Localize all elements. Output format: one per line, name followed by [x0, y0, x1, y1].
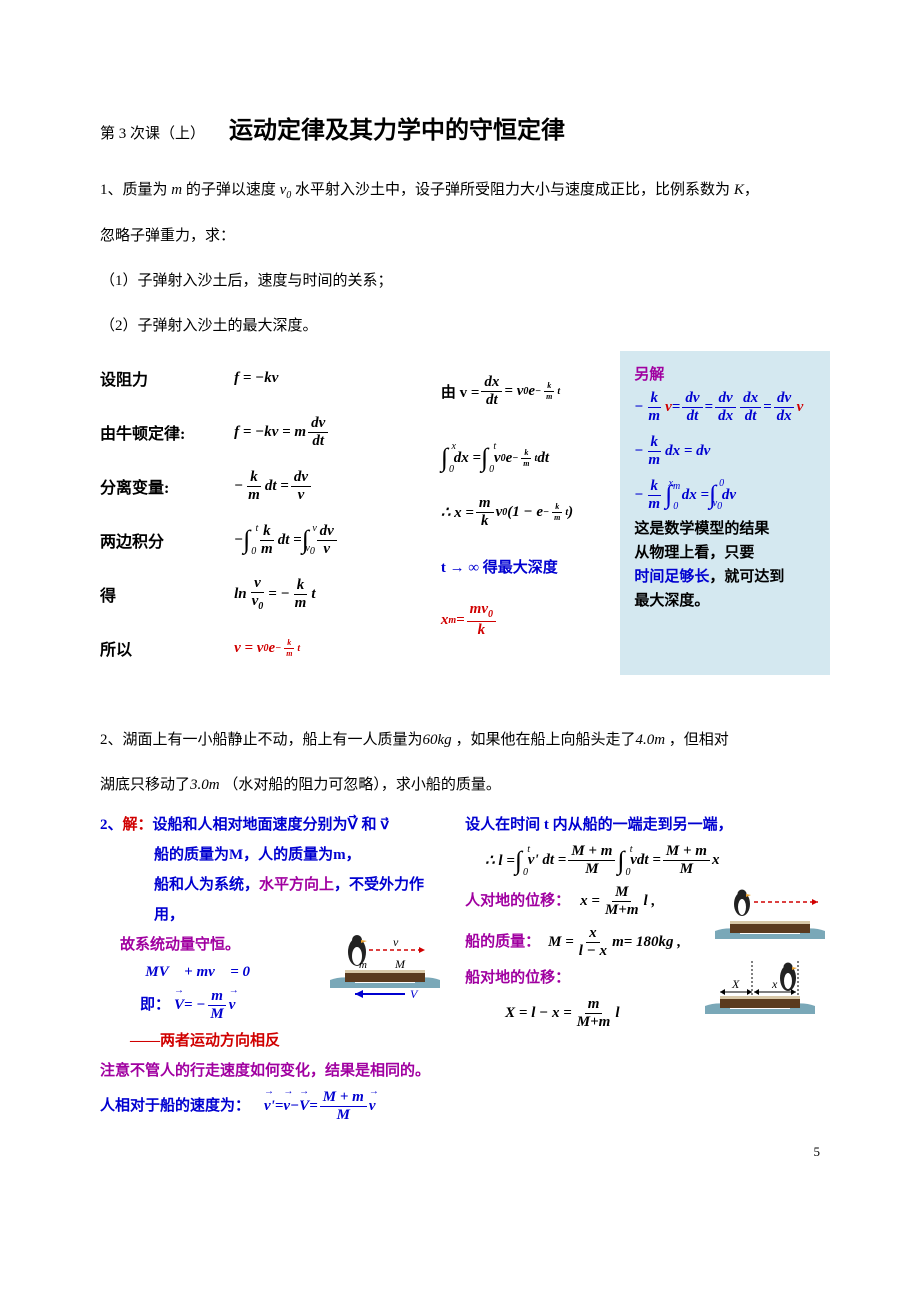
- solution-1: 设阻力 由牛顿定律: 分离变量: 两边积分 得 所以 f = −kv f = −…: [100, 351, 830, 675]
- label-integrate: 两边积分: [100, 513, 218, 567]
- eq-x: ∴ x = mkv0(1 − e−kmt): [441, 485, 605, 539]
- p2-r2: ∴ l = ∫t0 v' dt = M + mM∫t0 vdt = M + mM…: [485, 844, 719, 877]
- boat-figure-2: X x: [700, 881, 830, 1031]
- alt-note-4: 最大深度。: [634, 589, 816, 613]
- main-title: 运动定律及其力学中的守恒定律: [229, 118, 565, 144]
- alt-head: 另解: [634, 361, 816, 385]
- lecture-label: 第 3 次课（上）: [100, 126, 205, 142]
- page-number: 5: [814, 1144, 821, 1160]
- p2-l5: ∴ MV⃗ + mv⃗ = 0: [100, 964, 250, 981]
- eq-int-x: ∫x0 dx = ∫t0 v0e−kmtdt: [441, 431, 605, 485]
- svg-text:x: x: [771, 977, 778, 991]
- problem-1-line-3: （1）子弹射入沙土后，速度与时间的关系；: [100, 266, 830, 296]
- p2-l9: 人相对于船的速度为： v' = v − V = M + mMv: [100, 1086, 445, 1127]
- svg-text:v⃗: v⃗: [393, 935, 408, 949]
- p2-l3: 船和人为系统，水平方向上，不受外力作用，: [100, 870, 445, 930]
- problem-1-line-1: 1、质量为 m 的子弹以速度 v0 水平射入沙土中，设子弹所受阻力大小与速度成正…: [100, 175, 830, 206]
- svg-text:M: M: [394, 957, 406, 971]
- document-page: 第 3 次课（上） 运动定律及其力学中的守恒定律 1、质量为 m 的子弹以速度 …: [0, 0, 920, 1200]
- p2-r1: 设人在时间 t 内从船的一端走到另一端，: [465, 810, 830, 840]
- title-row: 第 3 次课（上） 运动定律及其力学中的守恒定律: [100, 110, 830, 145]
- alt-eq-2: −kmdx = dv: [634, 429, 816, 473]
- solution-col-2: f = −kv f = −kv = m dvdt −kmdt = dvv −∫t…: [234, 351, 441, 675]
- label-resistance: 设阻力: [100, 351, 218, 405]
- alt-eq-3: −km∫xm0 dx = ∫0v0 dv: [634, 473, 816, 517]
- eq-t-inf: t → ∞ 得最大深度: [441, 539, 605, 593]
- problem-2-line-2: 湖底只移动了3.0m （水对船的阻力可忽略），求小船的质量。: [100, 770, 830, 800]
- problem-2: 2、湖面上有一小船静止不动，船上有一人质量为60kg ，如果他在船上向船头走了4…: [100, 725, 830, 800]
- boat-svg-3: X x: [700, 956, 830, 1026]
- problem-1: 1、质量为 m 的子弹以速度 v0 水平射入沙土中，设子弹所受阻力大小与速度成正…: [100, 175, 830, 341]
- solution-col-3: 由 v = dxdt = v0e−kmt ∫x0 dx = ∫t0 v0e−km…: [441, 351, 621, 675]
- p2-r6: X = l − x = mM+ml: [505, 997, 619, 1030]
- problem-1-line-4: （2）子弹射入沙土的最大深度。: [100, 311, 830, 341]
- boat-svg-1: v⃗ m M V⃗: [315, 930, 445, 1000]
- boat-figure-1: v⃗ m M V⃗: [315, 930, 445, 1005]
- p2-head: 2、解：设船和人相对地面速度分别为V⃗ 和 v⃗: [100, 810, 445, 840]
- p2-l4: 故系统动量守恒。: [100, 930, 315, 960]
- p2-r3: 人对地的位移： x = MM+ml ,: [465, 881, 700, 922]
- alt-note-2: 从物理上看，只要: [634, 541, 816, 565]
- eq-f: f = −kv: [234, 351, 425, 405]
- eq-v-dx: 由 v = dxdt = v0e−kmt: [441, 351, 605, 431]
- label-result: 得: [100, 567, 218, 621]
- label-therefore: 所以: [100, 621, 218, 675]
- p2-l6: 即： V = −mMv: [100, 985, 315, 1026]
- p2-r5: 船对地的位移：: [465, 963, 700, 993]
- p2-r4: 船的质量： M = xl − xm = 180kg ,: [465, 922, 700, 963]
- problem-1-line-2: 忽略子弹重力，求：: [100, 221, 830, 251]
- solution-2-right: 设人在时间 t 内从船的一端走到另一端， ∴ l = ∫t0 v' dt = M…: [465, 810, 830, 1127]
- alt-eq-1: −kmv = dvdt = dvdxdxdt = dvdxv: [634, 385, 816, 429]
- solution-labels: 设阻力 由牛顿定律: 分离变量: 两边积分 得 所以: [100, 351, 234, 675]
- solution-2: 2、解：设船和人相对地面速度分别为V⃗ 和 v⃗ 船的质量为M，人的质量为m， …: [100, 810, 830, 1127]
- problem-2-line-1: 2、湖面上有一小船静止不动，船上有一人质量为60kg ，如果他在船上向船头走了4…: [100, 725, 830, 755]
- eq-xmax: xm = mv0k: [441, 593, 605, 647]
- alt-note-1: 这是数学模型的结果: [634, 517, 816, 541]
- eq-ln: lnvv0 = −kmt: [234, 567, 425, 621]
- eq-integrate: −∫t0 kmdt = ∫vv0 dvv: [234, 513, 425, 567]
- solution-2-left: 2、解：设船和人相对地面速度分别为V⃗ 和 v⃗ 船的质量为M，人的质量为m， …: [100, 810, 445, 1127]
- eq-newton: f = −kv = m dvdt: [234, 405, 425, 459]
- p2-l8: 注意不管人的行走速度如何变化，结果是相同的。: [100, 1056, 445, 1086]
- boat-svg-2: [700, 881, 830, 951]
- eq-separate: −kmdt = dvv: [234, 459, 425, 513]
- label-separate: 分离变量:: [100, 459, 218, 513]
- p2-l7: ——两者运动方向相反: [100, 1026, 315, 1056]
- svg-text:m: m: [359, 959, 367, 971]
- svg-text:X: X: [731, 977, 740, 991]
- p2-l2: 船的质量为M，人的质量为m，: [100, 840, 445, 870]
- svg-text:V⃗: V⃗: [410, 987, 427, 1000]
- label-newton: 由牛顿定律:: [100, 405, 218, 459]
- eq-v-exp: v = v0e−kmt: [234, 621, 425, 675]
- alt-note-3: 时间足够长，就可达到: [634, 565, 816, 589]
- alt-solution: 另解 −kmv = dvdt = dvdxdxdt = dvdxv −kmdx …: [620, 351, 830, 675]
